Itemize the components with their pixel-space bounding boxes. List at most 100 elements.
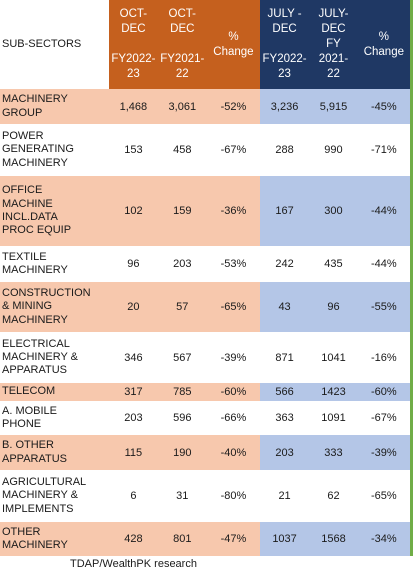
cell-july-dec-fy2022-23: 566 [260, 383, 310, 401]
header-july-dec-fy2022-23: JULY - DEC FY2022- 23 [260, 0, 310, 89]
row-edge [409, 470, 418, 522]
header-pct-change-oct: % Change [206, 0, 261, 89]
cell-july-dec-fy2022-23: 3,236 [260, 89, 310, 124]
row-edge [409, 383, 418, 401]
table-row: CONSTRUCTION & MINING MACHINERY 20 57 -6… [0, 282, 418, 332]
cell-pct-change-july: -71% [371, 144, 397, 156]
row-edge [409, 176, 418, 246]
row-edge [409, 332, 418, 383]
cell-oct-dec-fy2022-23: 102 [108, 176, 158, 246]
cell-pct-change-oct: -53% [220, 258, 247, 270]
row-edge [409, 246, 418, 282]
header-july-dec-fy2021-22: JULY- DEC FY 2021- 22 [309, 0, 358, 89]
cell-oct-dec-fy2022-23: 115 [108, 435, 158, 470]
cell-july-dec-fy2022-23: 1037 [260, 522, 310, 556]
cell-pct-change-july: -65% [371, 490, 397, 502]
header-sub-sectors: SUB-SECTORS [0, 0, 109, 89]
cell-oct-dec-fy2021-22: 801 [157, 522, 207, 556]
row-label: ELECTRICAL MACHINERY & APPARATUS [2, 337, 79, 377]
row-edge [409, 282, 418, 332]
cell-pct-change-oct: -52% [206, 89, 261, 124]
cell-pct-change-july: -60% [357, 383, 412, 401]
cell-oct-dec-fy2021-22: 190 [157, 435, 207, 470]
row-label: B. OTHER APPARATUS [0, 435, 109, 470]
cell-july-dec-fy2022-23: 203 [260, 435, 310, 470]
table-row: MACHINERY GROUP 1,468 3,061 -52% 3,236 5… [0, 89, 418, 124]
table-row: B. OTHER APPARATUS 115 190 -40% 203 333 … [0, 435, 418, 470]
row-label: AGRICULTURAL MACHINERY & IMPLEMENTS [2, 476, 87, 515]
row-edge [409, 89, 418, 124]
table-row: TEXTILE MACHINERY 96 203 -53% 242 435 -4… [0, 246, 418, 282]
header-edge [409, 0, 418, 89]
header-oct-dec-fy2022-23: OCT- DEC FY2022- 23 [108, 0, 158, 89]
cell-oct-dec-fy2021-22: 31 [176, 490, 189, 502]
cell-pct-change-july: -45% [357, 89, 412, 124]
cell-july-dec-fy2021-22: 1423 [309, 383, 358, 401]
cell-oct-dec-fy2021-22: 596 [173, 412, 192, 424]
cell-oct-dec-fy2021-22: 159 [157, 176, 207, 246]
row-edge [409, 435, 418, 470]
header-oct-dec-fy2021-22: OCT- DEC FY2021- 22 [157, 0, 207, 89]
row-label: POWER GENERATING MACHINERY [2, 130, 74, 169]
cell-july-dec-fy2021-22: 333 [309, 435, 358, 470]
cell-july-dec-fy2022-23: 167 [260, 176, 310, 246]
cell-july-dec-fy2022-23: 242 [275, 258, 294, 270]
cell-july-dec-fy2021-22: 435 [324, 258, 343, 270]
cell-oct-dec-fy2021-22: 3,061 [157, 89, 207, 124]
cell-july-dec-fy2022-23: 288 [275, 144, 294, 156]
cell-july-dec-fy2022-23: 21 [278, 490, 291, 502]
cell-oct-dec-fy2022-23: 317 [108, 383, 158, 401]
cell-pct-change-july: -16% [371, 351, 397, 364]
cell-july-dec-fy2022-23: 871 [275, 351, 294, 364]
cell-july-dec-fy2021-22: 1091 [321, 412, 346, 424]
cell-oct-dec-fy2022-23: 20 [108, 282, 158, 332]
row-label: A. MOBILE PHONE [2, 404, 58, 430]
cell-july-dec-fy2021-22: 990 [324, 144, 343, 156]
cell-pct-change-oct: -60% [206, 383, 261, 401]
cell-oct-dec-fy2022-23: 1,468 [108, 89, 158, 124]
table-row: OFFICE MACHINE INCL.DATA PROC EQUIP 102 … [0, 176, 418, 246]
cell-pct-change-oct: -80% [220, 490, 247, 502]
cell-pct-change-july: -34% [357, 522, 412, 556]
cell-july-dec-fy2021-22: 300 [309, 176, 358, 246]
cell-july-dec-fy2021-22: 62 [327, 490, 340, 502]
row-label: CONSTRUCTION & MINING MACHINERY [0, 282, 109, 332]
row-label: OFFICE MACHINE INCL.DATA PROC EQUIP [0, 176, 109, 246]
cell-oct-dec-fy2021-22: 785 [157, 383, 207, 401]
row-edge [409, 522, 418, 556]
cell-oct-dec-fy2021-22: 458 [173, 144, 192, 156]
cell-july-dec-fy2021-22: 96 [309, 282, 358, 332]
cell-pct-change-oct: -65% [206, 282, 261, 332]
row-label: MACHINERY GROUP [0, 89, 109, 124]
cell-oct-dec-fy2021-22: 57 [157, 282, 207, 332]
cell-july-dec-fy2021-22: 5,915 [309, 89, 358, 124]
header-pct-change-july: % Change [357, 0, 412, 89]
cell-pct-change-oct: -47% [206, 522, 261, 556]
cell-july-dec-fy2021-22: 1568 [309, 522, 358, 556]
cell-pct-change-july: -44% [371, 258, 397, 270]
table-row: POWER GENERATING MACHINERY 153 458 -67% … [0, 124, 418, 176]
row-edge [409, 401, 418, 435]
cell-oct-dec-fy2022-23: 153 [124, 144, 143, 156]
cell-oct-dec-fy2022-23: 428 [108, 522, 158, 556]
table-row: ELECTRICAL MACHINERY & APPARATUS 346 567… [0, 332, 418, 383]
cell-pct-change-oct: -40% [206, 435, 261, 470]
cell-oct-dec-fy2021-22: 203 [173, 258, 192, 270]
table-row: AGRICULTURAL MACHINERY & IMPLEMENTS 6 31… [0, 470, 418, 522]
cell-july-dec-fy2022-23: 363 [275, 412, 294, 424]
table-row: OTHER MACHINERY 428 801 -47% 1037 1568 -… [0, 522, 418, 556]
cell-oct-dec-fy2022-23: 203 [124, 412, 143, 424]
header-row: SUB-SECTORS OCT- DEC FY2022- 23 OCT- DEC… [0, 0, 418, 89]
cell-july-dec-fy2021-22: 1041 [321, 351, 346, 364]
row-label: TELECOM [0, 383, 109, 401]
source-note: TDAP/WealthPK research [70, 558, 197, 570]
table-row: A. MOBILE PHONE 203 596 -66% 363 1091 -6… [0, 401, 418, 435]
cell-oct-dec-fy2021-22: 567 [173, 351, 192, 364]
cell-pct-change-oct: -39% [220, 351, 247, 364]
cell-oct-dec-fy2022-23: 96 [127, 258, 140, 270]
cell-pct-change-oct: -66% [220, 412, 247, 424]
cell-oct-dec-fy2022-23: 346 [124, 351, 143, 364]
row-label: TEXTILE MACHINERY [2, 250, 68, 276]
row-edge [409, 124, 418, 176]
